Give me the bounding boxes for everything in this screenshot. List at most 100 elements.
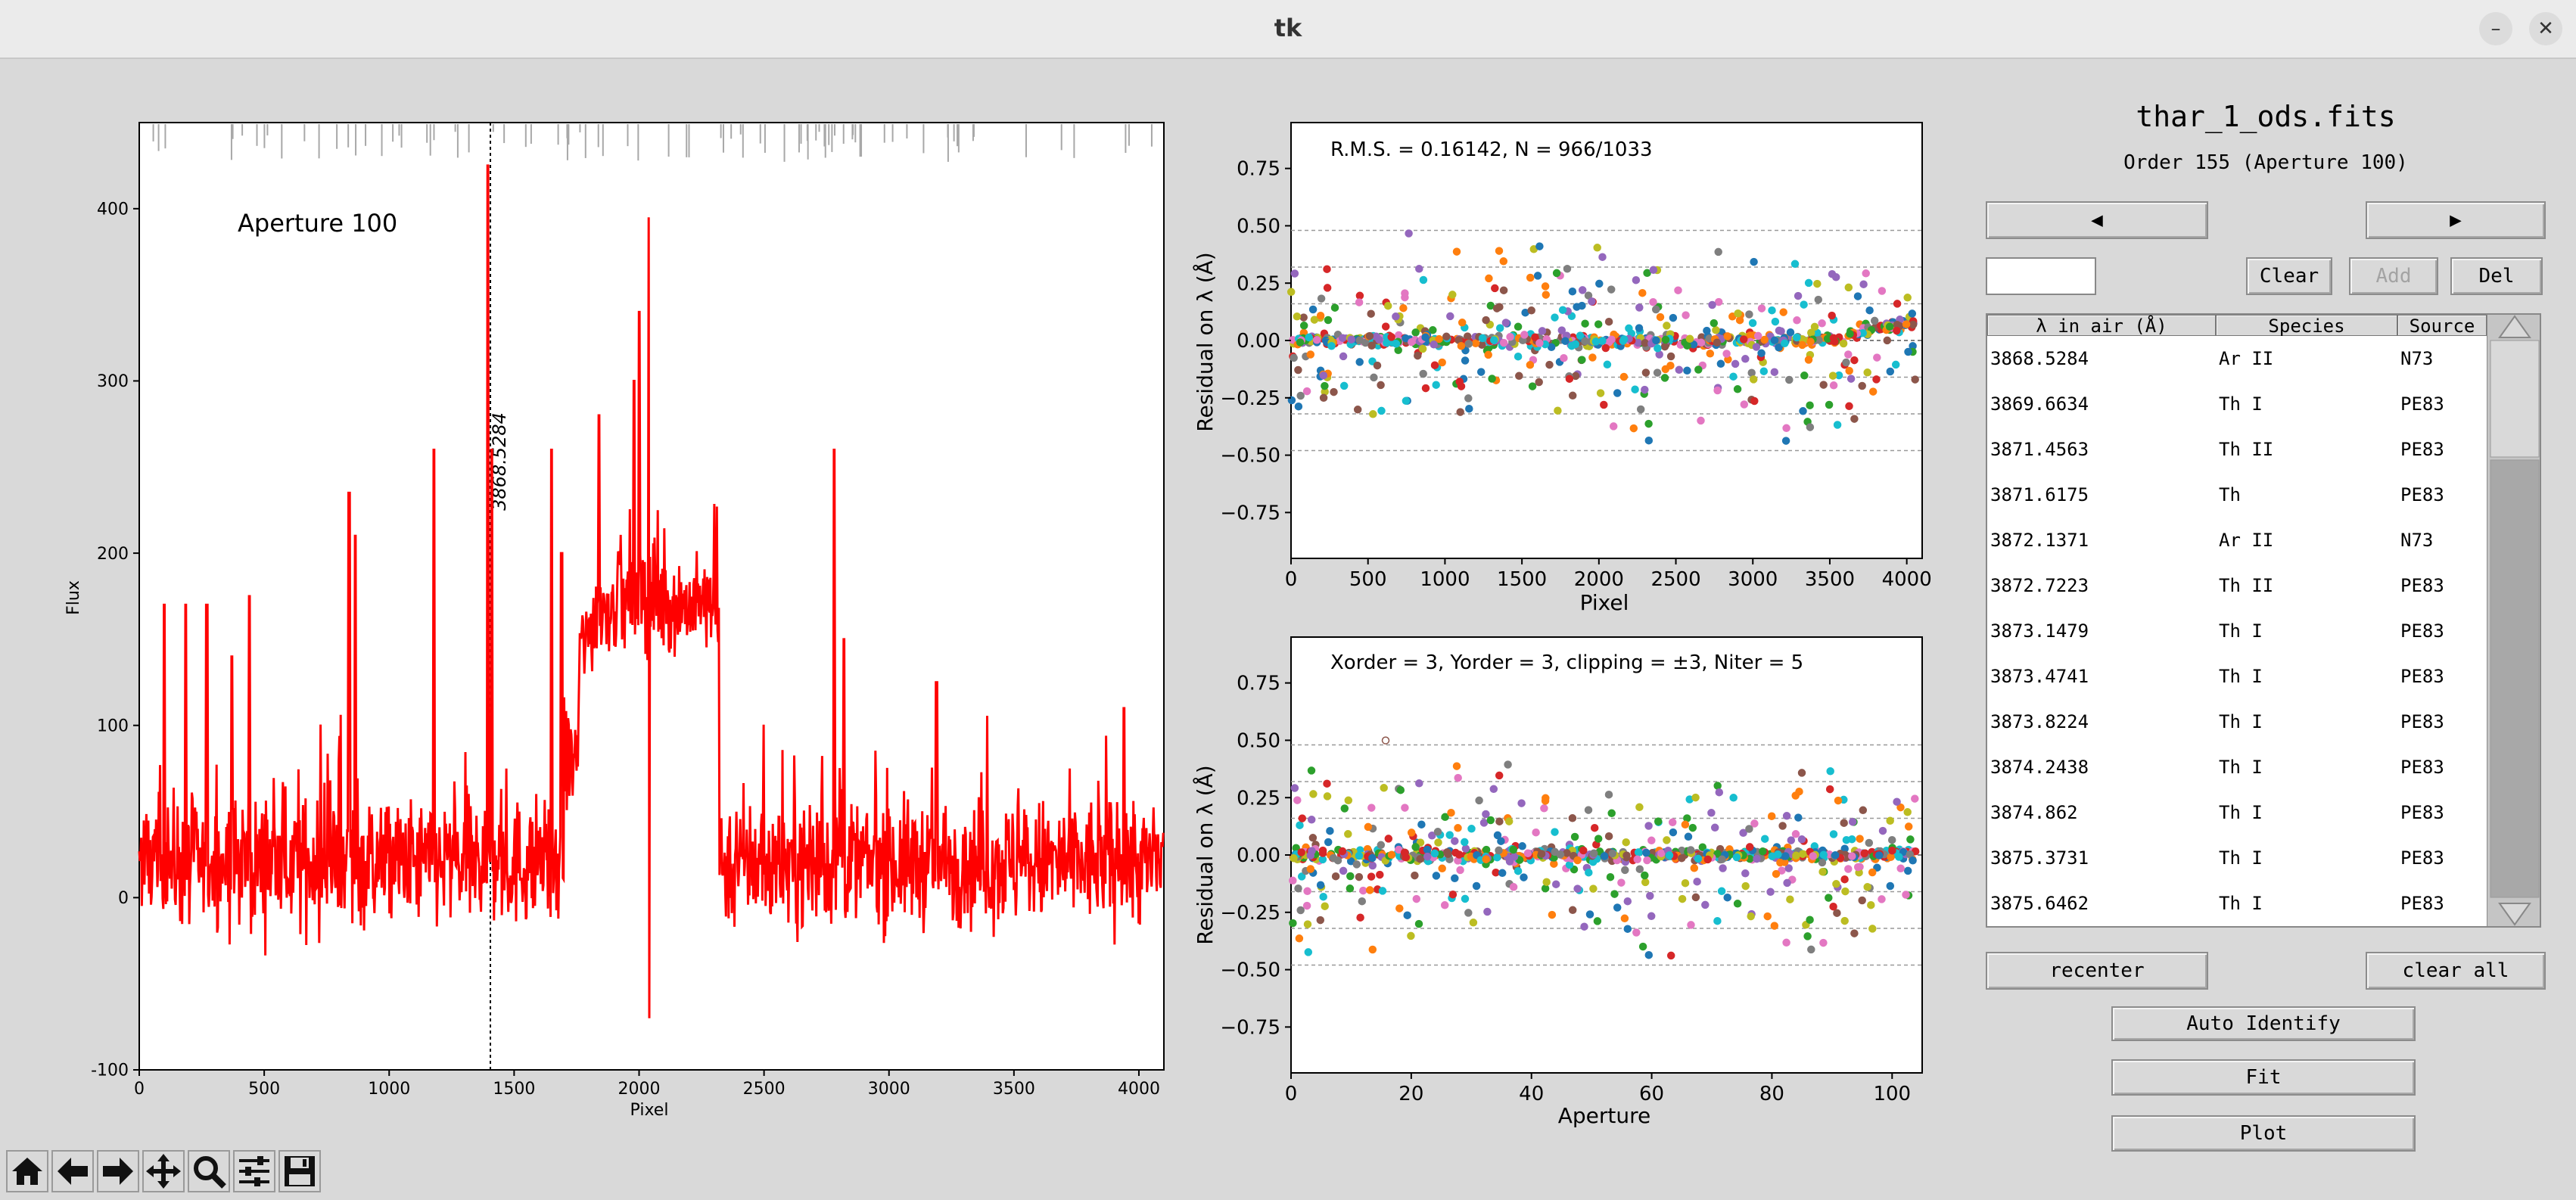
y-tick-label: 100 xyxy=(97,717,129,735)
wavelength-cell: 3874.862 xyxy=(1990,802,2078,823)
wavelength-cell: 3872.1371 xyxy=(1990,530,2089,551)
y-tick-label: 300 xyxy=(97,372,129,391)
x-tick-labels: 0 20 40 60 80 100 xyxy=(1285,1073,1911,1105)
x-tick-label: 100 xyxy=(1873,1083,1911,1105)
residual-pixel-plot[interactable]: R.M.S. = 0.16142, N = 966/1033 0 500 1000 1… xyxy=(1181,106,1986,620)
home-icon[interactable] xyxy=(6,1150,48,1192)
save-icon[interactable] xyxy=(278,1150,321,1192)
x-tick-label: 80 xyxy=(1759,1083,1784,1105)
y-tick-label: 0.50 xyxy=(1237,730,1280,753)
scroll-up-arrow-icon[interactable] xyxy=(2498,315,2531,338)
wavelength-cell: 3868.5284 xyxy=(1990,348,2089,369)
y-tick-label: 200 xyxy=(97,545,129,564)
wavelength-cell: 3869.6634 xyxy=(1990,393,2089,415)
y-tick-label: 0.50 xyxy=(1237,216,1280,238)
x-tick-label: 40 xyxy=(1519,1083,1544,1105)
scroll-down-arrow-icon[interactable] xyxy=(2498,903,2531,926)
species-cell: Th II xyxy=(2219,575,2274,596)
scrollbar-thumb[interactable] xyxy=(2490,340,2540,458)
table-row[interactable]: 3871.4563 Th II PE83 xyxy=(1987,427,2487,472)
spectrum-plot[interactable]: 3868.5284 Aperture 100 0 500 1000 1500 2000 2… xyxy=(0,59,1181,1146)
y-axis-label: Residual on λ (Å) xyxy=(1192,252,1218,431)
x-axis-label: Pixel xyxy=(1580,590,1629,615)
x-tick-label: 3000 xyxy=(1728,568,1778,591)
table-row[interactable]: 3873.1479 Th I PE83 xyxy=(1987,608,2487,654)
x-tick-label: 1500 xyxy=(493,1080,535,1099)
x-tick-labels: 0 500 1000 1500 2000 2500 3000 3500 4000 xyxy=(1285,558,1932,591)
x-tick-label: 1000 xyxy=(368,1080,410,1099)
table-row[interactable]: 3873.8224 Th I PE83 xyxy=(1987,699,2487,745)
window-title: tk xyxy=(1274,14,1302,42)
table-row[interactable]: 3868.5284 Ar II N73 xyxy=(1987,336,2487,381)
x-tick-label: 0 xyxy=(134,1080,145,1099)
column-header-wavelength[interactable]: λ in air (Å) xyxy=(1987,315,2216,337)
minimize-button[interactable]: – xyxy=(2479,12,2512,45)
y-tick-labels: 0.75 0.50 0.25 0.00 −0.25 −0.50 −0.75 xyxy=(1220,158,1291,524)
wavelength-cell: 3871.6175 xyxy=(1990,484,2089,505)
x-tick-label: 2500 xyxy=(743,1080,786,1099)
fit-button[interactable]: Fit xyxy=(2111,1059,2416,1096)
residual-aperture-plot[interactable]: Xorder = 3, Yorder = 3, clipping = ±3, N… xyxy=(1181,620,1986,1146)
column-header-species[interactable]: Species xyxy=(2216,315,2397,337)
pan-icon[interactable] xyxy=(142,1150,185,1192)
x-axis-label: Pixel xyxy=(630,1101,669,1120)
table-row[interactable]: 3871.6175 Th PE83 xyxy=(1987,472,2487,518)
x-axis-label: Aperture xyxy=(1558,1103,1651,1128)
fit-parameters-annotation: Xorder = 3, Yorder = 3, clipping = ±3, N… xyxy=(1330,651,1803,674)
y-tick-label: −0.75 xyxy=(1220,1016,1280,1039)
x-tick-label: 1000 xyxy=(1420,568,1470,591)
table-row[interactable]: 3872.1371 Ar II N73 xyxy=(1987,518,2487,563)
zoom-icon[interactable] xyxy=(188,1150,230,1192)
table-row[interactable]: 3875.3731 Th I PE83 xyxy=(1987,835,2487,881)
y-tick-label: 0.25 xyxy=(1237,272,1280,295)
y-tick-label: 400 xyxy=(97,201,129,219)
back-arrow-icon[interactable] xyxy=(51,1150,94,1192)
wavelength-cell: 3873.4741 xyxy=(1990,666,2089,687)
next-order-button[interactable]: ▶ xyxy=(2366,201,2546,239)
table-row[interactable]: 3872.7223 Th II PE83 xyxy=(1987,563,2487,608)
x-tick-label: 500 xyxy=(248,1080,280,1099)
x-tick-label: 3500 xyxy=(1805,568,1855,591)
wavelength-cell: 3875.3731 xyxy=(1990,847,2089,869)
wavelength-cell: 3871.4563 xyxy=(1990,439,2089,460)
wavelength-input[interactable] xyxy=(1986,257,2096,295)
del-button[interactable]: Del xyxy=(2450,257,2543,295)
recenter-button[interactable]: recenter xyxy=(1986,952,2208,990)
table-row[interactable]: 3869.6634 Th I PE83 xyxy=(1987,381,2487,427)
table-row[interactable]: 3874.862 Th I PE83 xyxy=(1987,790,2487,835)
species-cell: Th I xyxy=(2219,847,2263,869)
close-button[interactable]: ✕ xyxy=(2529,12,2562,45)
spectrum-line xyxy=(138,164,1165,1018)
source-cell: PE83 xyxy=(2400,620,2444,642)
column-header-source[interactable]: Source xyxy=(2397,315,2487,337)
table-row[interactable]: 3875.6462 Th I PE83 xyxy=(1987,881,2487,926)
scrollbar-graphic xyxy=(2487,315,2540,926)
add-button[interactable]: Add xyxy=(2349,257,2438,295)
scrollbar-track[interactable] xyxy=(2490,459,2540,898)
x-tick-label: 0 xyxy=(1285,568,1298,591)
plot-button[interactable]: Plot xyxy=(2111,1115,2416,1152)
table-row[interactable]: 3873.4741 Th I PE83 xyxy=(1987,654,2487,699)
configure-subplots-icon[interactable] xyxy=(233,1150,275,1192)
x-tick-label: 20 xyxy=(1398,1083,1423,1105)
y-tick-label: −0.25 xyxy=(1220,902,1280,925)
line-list-markers xyxy=(152,124,1153,162)
clear-button[interactable]: Clear xyxy=(2246,257,2332,295)
line-table[interactable]: λ in air (Å) Species Source 3868.5284 Ar … xyxy=(1986,313,2541,928)
x-tick-label: 60 xyxy=(1639,1083,1664,1105)
source-cell: N73 xyxy=(2400,530,2434,551)
species-cell: Th I xyxy=(2219,666,2263,687)
table-scrollbar[interactable] xyxy=(2487,315,2540,926)
table-row[interactable]: 3874.2438 Th I PE83 xyxy=(1987,745,2487,790)
source-cell: PE83 xyxy=(2400,802,2444,823)
species-cell: Ar II xyxy=(2219,348,2274,369)
forward-arrow-icon[interactable] xyxy=(97,1150,139,1192)
y-tick-label: 0.25 xyxy=(1237,787,1280,810)
y-tick-label: 0.75 xyxy=(1237,673,1280,695)
y-tick-label: -100 xyxy=(91,1062,129,1080)
source-cell: PE83 xyxy=(2400,893,2444,914)
auto-identify-button[interactable]: Auto Identify xyxy=(2111,1006,2416,1041)
source-cell: PE83 xyxy=(2400,393,2444,415)
clear-all-button[interactable]: clear all xyxy=(2366,952,2546,990)
prev-order-button[interactable]: ◀ xyxy=(1986,201,2208,239)
